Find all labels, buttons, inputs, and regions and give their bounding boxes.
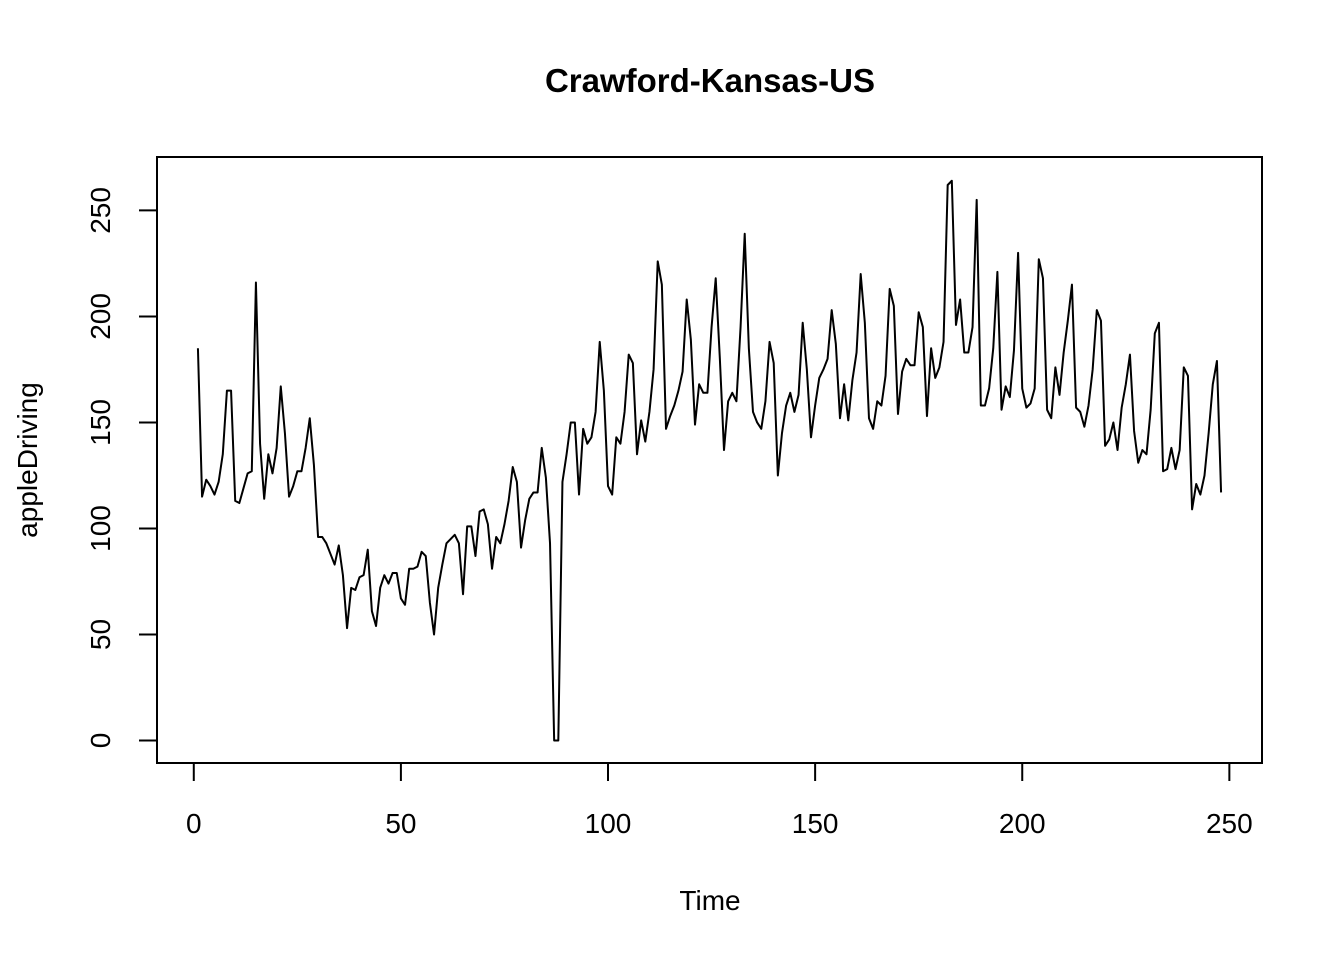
y-axis-label: appleDriving [12, 382, 43, 538]
x-tick-label: 0 [186, 808, 202, 839]
chart-title: Crawford-Kansas-US [545, 62, 875, 99]
y-tick-label: 0 [85, 733, 116, 749]
series-line [196, 179, 1223, 742]
y-tick-label: 100 [85, 505, 116, 552]
x-axis-label: Time [679, 885, 740, 916]
x-tick-label: 50 [385, 808, 416, 839]
plot-box [156, 156, 1263, 764]
y-tick-label: 150 [85, 399, 116, 446]
x-tick-label: 250 [1206, 808, 1253, 839]
x-tick-label: 100 [585, 808, 632, 839]
x-tick-label: 200 [999, 808, 1046, 839]
y-tick-label: 50 [85, 619, 116, 650]
x-tick-label: 150 [792, 808, 839, 839]
y-tick-label: 200 [85, 293, 116, 340]
y-tick-label: 250 [85, 187, 116, 234]
